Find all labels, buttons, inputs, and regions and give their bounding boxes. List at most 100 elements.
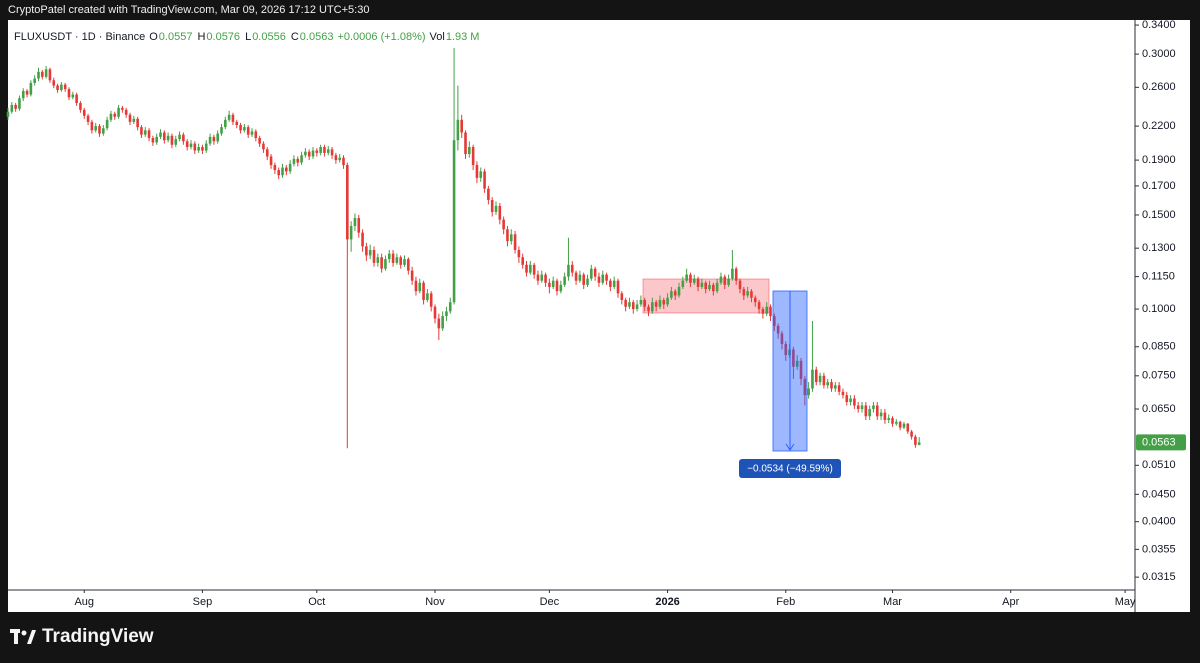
candle-body <box>734 268 738 281</box>
candle-body <box>18 98 21 109</box>
candle-body <box>670 291 673 298</box>
candle-body <box>220 127 223 134</box>
candle-body <box>548 282 551 287</box>
candle-body <box>643 299 647 307</box>
candle-body <box>853 398 856 406</box>
brand: TradingView <box>10 626 154 648</box>
candle-body <box>224 119 227 128</box>
candle-body <box>769 306 772 317</box>
candle-body <box>29 82 33 95</box>
field-value: 0.0556 <box>252 31 286 43</box>
candle-body <box>582 274 586 285</box>
legend: FLUXUSDT · 1D · Binance O 0.0557 H 0.0576 L 0… <box>14 31 479 43</box>
measure-label-box <box>739 459 841 478</box>
candle-body <box>612 280 616 287</box>
x-tick-label: Dec <box>540 596 560 608</box>
last-price-tag <box>1136 434 1186 451</box>
candle-body <box>757 302 761 310</box>
x-tick-label: Aug <box>74 596 94 608</box>
candle-body <box>845 395 849 402</box>
candle-body <box>761 309 765 314</box>
candle-body <box>464 132 467 155</box>
x-tick-label: Oct <box>308 596 325 608</box>
candle-body <box>590 268 593 279</box>
candle-body <box>102 128 105 134</box>
candle-body <box>875 405 879 417</box>
candle-body <box>620 293 624 300</box>
candle-body <box>765 306 769 314</box>
candle-body <box>387 253 391 260</box>
candle-body <box>231 114 235 122</box>
candle-body <box>6 111 10 117</box>
candle-body <box>166 135 170 141</box>
candle-body <box>307 151 311 157</box>
candle-body <box>418 282 422 292</box>
candle-body <box>490 199 494 212</box>
candle-body <box>647 306 650 312</box>
candle-body <box>300 155 303 163</box>
ohlc-field: C 0.0563 <box>291 31 334 43</box>
y-tick-label: 0.0510 <box>1142 459 1176 471</box>
candle-body <box>776 325 780 334</box>
y-tick-label: 0.0315 <box>1142 571 1176 583</box>
candle-body <box>910 431 913 437</box>
candle-body <box>372 249 376 263</box>
candle-body <box>121 107 124 110</box>
candle-body <box>849 398 852 402</box>
x-tick-label: May <box>1115 596 1136 608</box>
candle-body <box>189 143 193 148</box>
ohlc-fields: O 0.0557 H 0.0576 L 0.0556 C 0.0563 <box>149 31 333 43</box>
candle-body <box>37 71 40 79</box>
candle-body <box>723 276 727 285</box>
candle-body <box>468 147 471 155</box>
candle-body <box>273 165 277 171</box>
candle-body <box>673 291 677 296</box>
candle-body <box>376 257 380 263</box>
candle-body <box>437 318 441 329</box>
candle-body <box>208 136 212 144</box>
candle-body <box>159 132 162 137</box>
candle-body <box>71 94 75 98</box>
x-tick-label: Mar <box>883 596 902 608</box>
candle-body <box>677 286 681 296</box>
candle-body <box>704 282 708 290</box>
candle-body <box>696 278 700 287</box>
candle-body <box>75 94 78 104</box>
candle-body <box>357 218 361 233</box>
measure-label: −0.0534 (−49.59%) <box>747 464 833 475</box>
candle-body <box>719 276 723 283</box>
candle-body <box>841 391 845 396</box>
candle-body <box>601 274 605 283</box>
candle-body <box>498 205 502 220</box>
candle-body <box>830 382 833 389</box>
candle-body <box>353 218 357 227</box>
candle-body <box>285 167 288 172</box>
candle-body <box>204 143 208 151</box>
candle-body <box>895 421 898 424</box>
candle-body <box>117 107 120 117</box>
candle-body <box>174 139 178 145</box>
candle-body <box>246 127 250 135</box>
candle-body <box>269 156 273 166</box>
candle-body <box>338 157 341 161</box>
candle-body <box>487 188 490 200</box>
candle-body <box>296 158 300 163</box>
candle-body <box>681 280 685 287</box>
candle-body <box>132 118 136 122</box>
candle-body <box>856 405 860 410</box>
candle-body <box>898 421 902 428</box>
candle-body <box>529 264 532 273</box>
candle-body <box>708 284 711 290</box>
candle-body <box>407 259 410 271</box>
candle-body <box>319 147 322 153</box>
candle-body <box>212 136 216 142</box>
candle-body <box>818 375 822 383</box>
x-tick-label: Apr <box>1002 596 1019 608</box>
candle-body <box>426 293 429 300</box>
candle-body <box>342 157 345 166</box>
symbol: FLUXUSDT · 1D · Binance <box>14 31 146 43</box>
x-tick-label: Feb <box>776 596 795 608</box>
candle-body <box>429 293 433 307</box>
candle-body <box>452 140 456 303</box>
candle-body <box>456 119 460 141</box>
